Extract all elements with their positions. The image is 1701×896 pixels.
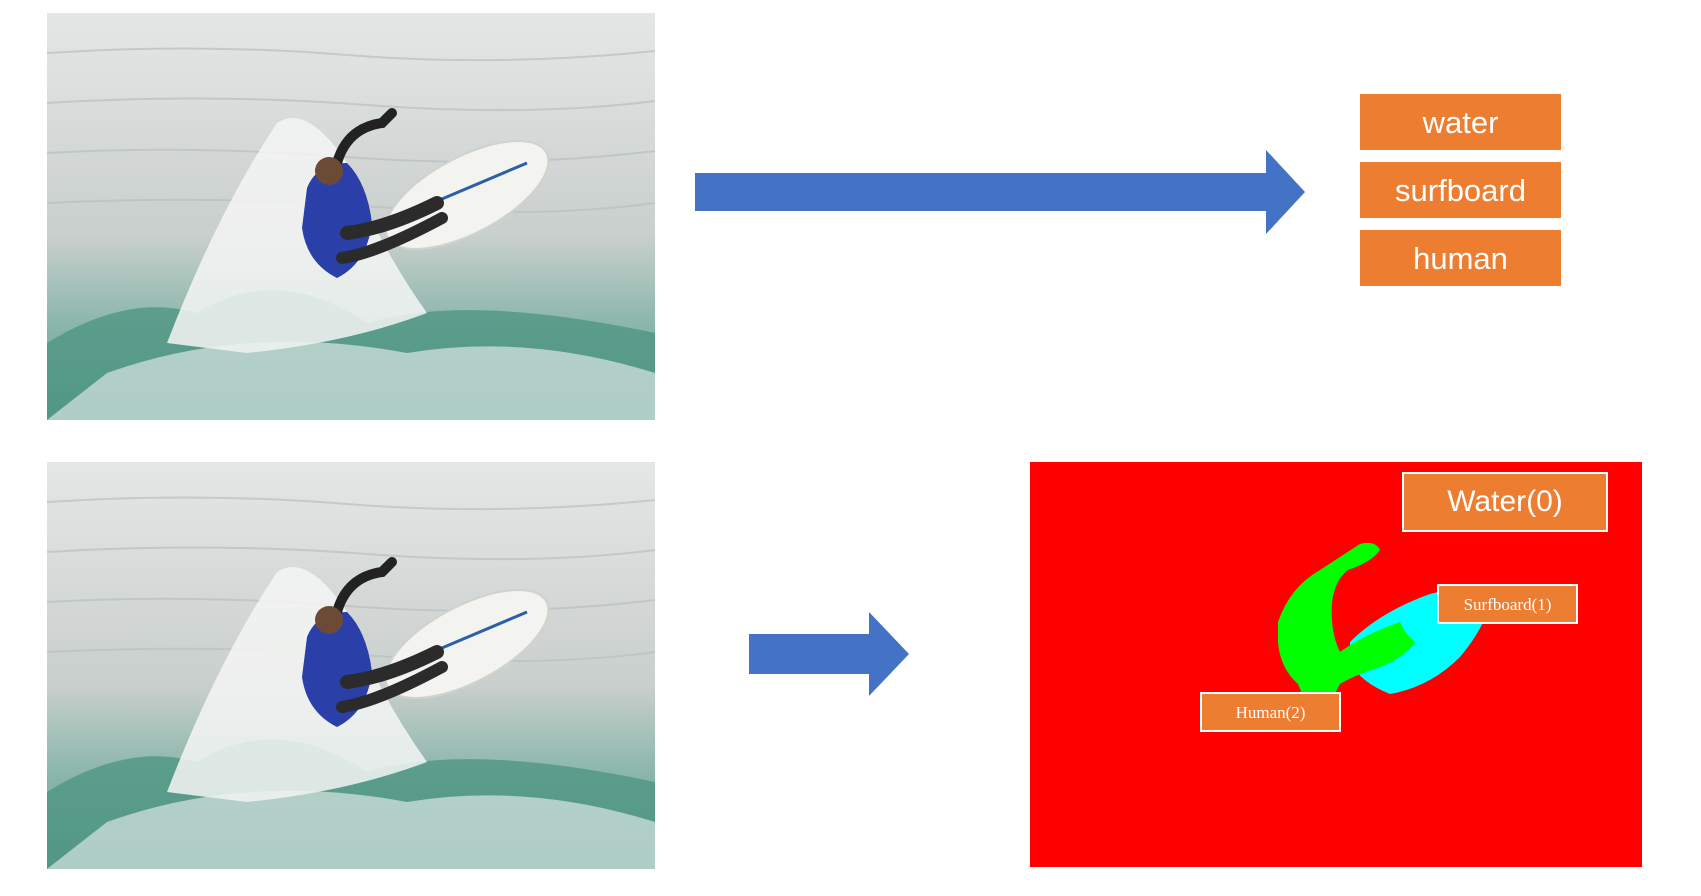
seg-tag-text: Human(2) xyxy=(1235,702,1306,722)
class-label-surfboard: surfboard xyxy=(1360,162,1561,218)
class-label-water: water xyxy=(1360,94,1561,150)
input-photo-top xyxy=(47,13,655,420)
right-arrow-icon xyxy=(749,612,909,696)
seg-tag-water: Water(0) xyxy=(1402,472,1608,532)
class-label-text: water xyxy=(1422,104,1499,140)
right-arrow-icon xyxy=(695,150,1305,234)
class-label-text: surfboard xyxy=(1395,172,1526,208)
human-mask xyxy=(1278,542,1415,728)
class-label-text: human xyxy=(1413,240,1508,276)
seg-tag-text: Water(0) xyxy=(1447,485,1563,518)
segmentation-map: Water(0) Surfboard(1) Human(2) xyxy=(1030,462,1642,867)
seg-tag-human: Human(2) xyxy=(1200,692,1341,732)
surfer-photo-icon xyxy=(47,13,655,420)
class-label-human: human xyxy=(1360,230,1561,286)
surfer-photo-icon xyxy=(47,462,655,869)
input-photo-bottom xyxy=(47,462,655,869)
seg-tag-text: Surfboard(1) xyxy=(1463,594,1552,614)
seg-tag-surfboard: Surfboard(1) xyxy=(1437,584,1578,624)
